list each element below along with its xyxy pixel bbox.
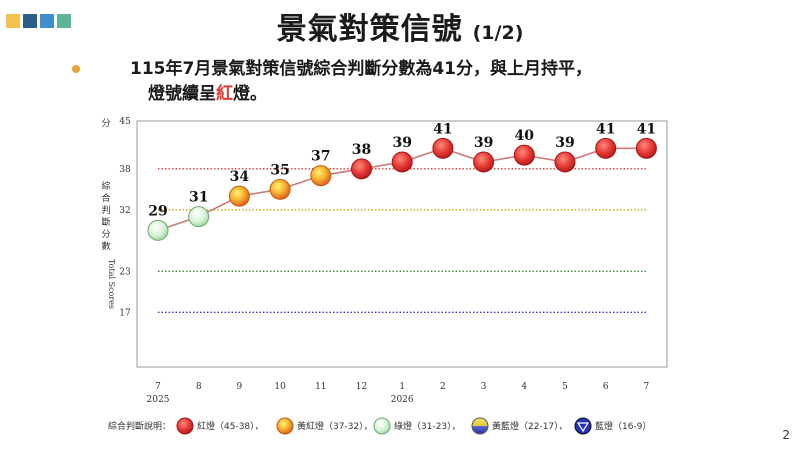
deco-square-teal (57, 14, 71, 28)
data-point (473, 151, 495, 173)
x-tick-label: 11 (315, 382, 326, 392)
data-label: 40 (515, 128, 535, 144)
y-tick-label: 38 (119, 165, 131, 175)
y-tick-label: 32 (119, 206, 130, 216)
legend-marker (574, 417, 592, 435)
y-axis-label-en: Total Scores (107, 259, 116, 309)
x-tick-label: 1 (399, 382, 405, 392)
legend-title: 綜合判斷說明： (108, 420, 171, 432)
data-label: 34 (230, 169, 250, 185)
x-tick-label: 7 (155, 382, 161, 392)
slide-title: 景氣對策信號 (276, 12, 463, 47)
data-label: 39 (392, 135, 411, 151)
y-axis-label-char: 判 (101, 204, 110, 216)
y-axis-label-char: 數 (101, 240, 110, 252)
legend-marker (373, 417, 391, 435)
y-tick-label: 23 (119, 267, 131, 277)
page-number: 2 (782, 428, 790, 442)
lead-line-2-start: 燈號續呈 (148, 84, 216, 104)
data-point (513, 144, 535, 166)
data-point (635, 137, 657, 159)
deco-square-navy (23, 14, 37, 28)
deco-square-yellow (6, 14, 20, 28)
x-tick-label: 6 (603, 382, 609, 392)
data-label: 31 (189, 190, 208, 206)
legend-label: 黃藍燈（22-17）， (492, 420, 568, 432)
y-axis-unit: 分 (101, 118, 110, 129)
legend-marker-triangle (576, 422, 590, 433)
bullet-dot (72, 65, 80, 73)
legend-label: 藍燈（16-9） (595, 420, 651, 432)
lead-text: 115年7月景氣對策信號綜合判斷分數為41分，與上月持平， 燈號續呈紅燈。 (130, 57, 592, 107)
x-year-label: 2025 (147, 395, 170, 405)
data-label: 39 (474, 135, 493, 151)
x-tick-label: 5 (562, 382, 568, 392)
y-axis-label-char: 綜 (101, 180, 110, 192)
slide-title-sub: (1/2) (472, 22, 524, 44)
lead-line-1: 115年7月景氣對策信號綜合判斷分數為41分，與上月持平， (130, 59, 592, 79)
decorative-squares (6, 14, 71, 28)
data-point (432, 137, 454, 159)
x-tick-label: 9 (237, 382, 243, 392)
data-label: 37 (311, 149, 330, 165)
lead-line-2: 燈號續呈紅燈。 (130, 82, 592, 107)
y-tick-label: 17 (119, 308, 131, 318)
slide-title-row: 景氣對策信號 (1/2) (0, 4, 800, 48)
data-label: 35 (270, 162, 289, 178)
data-label: 41 (637, 121, 656, 137)
x-tick-label: 7 (644, 382, 650, 392)
data-point (228, 185, 250, 207)
legend-marker (471, 417, 489, 435)
legend-label: 紅燈（45-38）， (197, 420, 264, 432)
data-label: 39 (555, 135, 574, 151)
lead-red-word: 紅 (216, 84, 233, 104)
legend-marker (176, 417, 194, 435)
data-label: 41 (596, 121, 615, 137)
data-point (188, 206, 210, 228)
legend-label: 黃紅燈（37-32）， (297, 420, 373, 432)
data-label: 38 (352, 142, 371, 158)
lead-line-2-end: 燈。 (233, 84, 267, 104)
data-label: 29 (148, 203, 167, 219)
x-year-label: 2026 (391, 395, 414, 405)
x-tick-label: 3 (481, 382, 487, 392)
x-tick-label: 2 (440, 382, 446, 392)
data-point (351, 158, 372, 180)
y-axis-label-char: 斷 (101, 216, 110, 228)
data-point (391, 151, 413, 173)
x-tick-label: 10 (274, 382, 286, 392)
data-point (554, 151, 576, 173)
data-label: 41 (433, 121, 452, 137)
data-point (269, 178, 291, 200)
y-axis-label-char: 合 (101, 192, 110, 204)
legend-label: 綠燈（31-23）， (394, 420, 461, 432)
y-tick-label: 45 (119, 117, 131, 127)
data-point (147, 219, 169, 241)
x-tick-label: 4 (521, 382, 527, 392)
x-tick-label: 8 (196, 382, 202, 392)
data-point (595, 137, 617, 159)
legend-marker (276, 417, 294, 435)
deco-square-blue (40, 14, 54, 28)
x-tick-label: 12 (356, 382, 367, 392)
y-axis-label-char: 分 (101, 229, 110, 240)
data-point (310, 165, 332, 187)
